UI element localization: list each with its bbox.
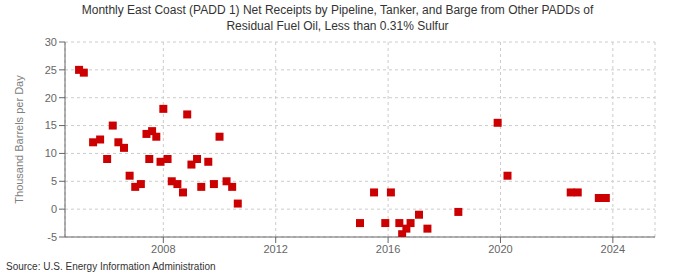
svg-text:30: 30 — [45, 36, 57, 48]
svg-text:10: 10 — [45, 147, 57, 159]
html-text:Residual Fuel Oil, Less than 0: Residual Fuel Oil, Less than 0.31% Sulfu… — [226, 19, 449, 33]
svg-text:2008: 2008 — [151, 243, 175, 255]
svg-text:20: 20 — [45, 92, 57, 104]
svg-text:2020: 2020 — [488, 243, 512, 255]
svg-text:15: 15 — [45, 119, 57, 131]
svg-text:25: 25 — [45, 64, 57, 76]
svg-text:5: 5 — [51, 175, 57, 187]
svg-text:2016: 2016 — [376, 243, 400, 255]
svg-text:2024: 2024 — [601, 243, 625, 255]
svg-text:0: 0 — [51, 203, 57, 215]
html-text:Source: U.S. Energy Informatio: Source: U.S. Energy Information Administ… — [6, 261, 216, 272]
svg-text:-5: -5 — [47, 231, 57, 243]
html-text:Monthly East Coast (PADD 1) Ne: Monthly East Coast (PADD 1) Net Receipts… — [81, 3, 594, 17]
svg-text:Thousand Barrels per Day: Thousand Barrels per Day — [13, 75, 25, 204]
svg-text:2012: 2012 — [263, 243, 287, 255]
